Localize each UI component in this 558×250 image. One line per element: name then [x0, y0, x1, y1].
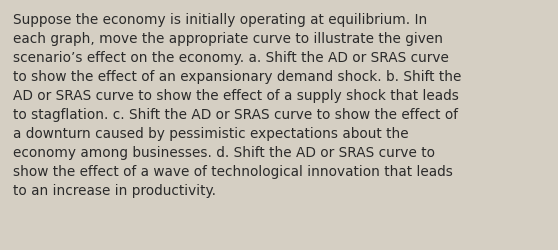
Text: Suppose the economy is initially operating at equilibrium. In
each graph, move t: Suppose the economy is initially operati…	[13, 13, 461, 197]
